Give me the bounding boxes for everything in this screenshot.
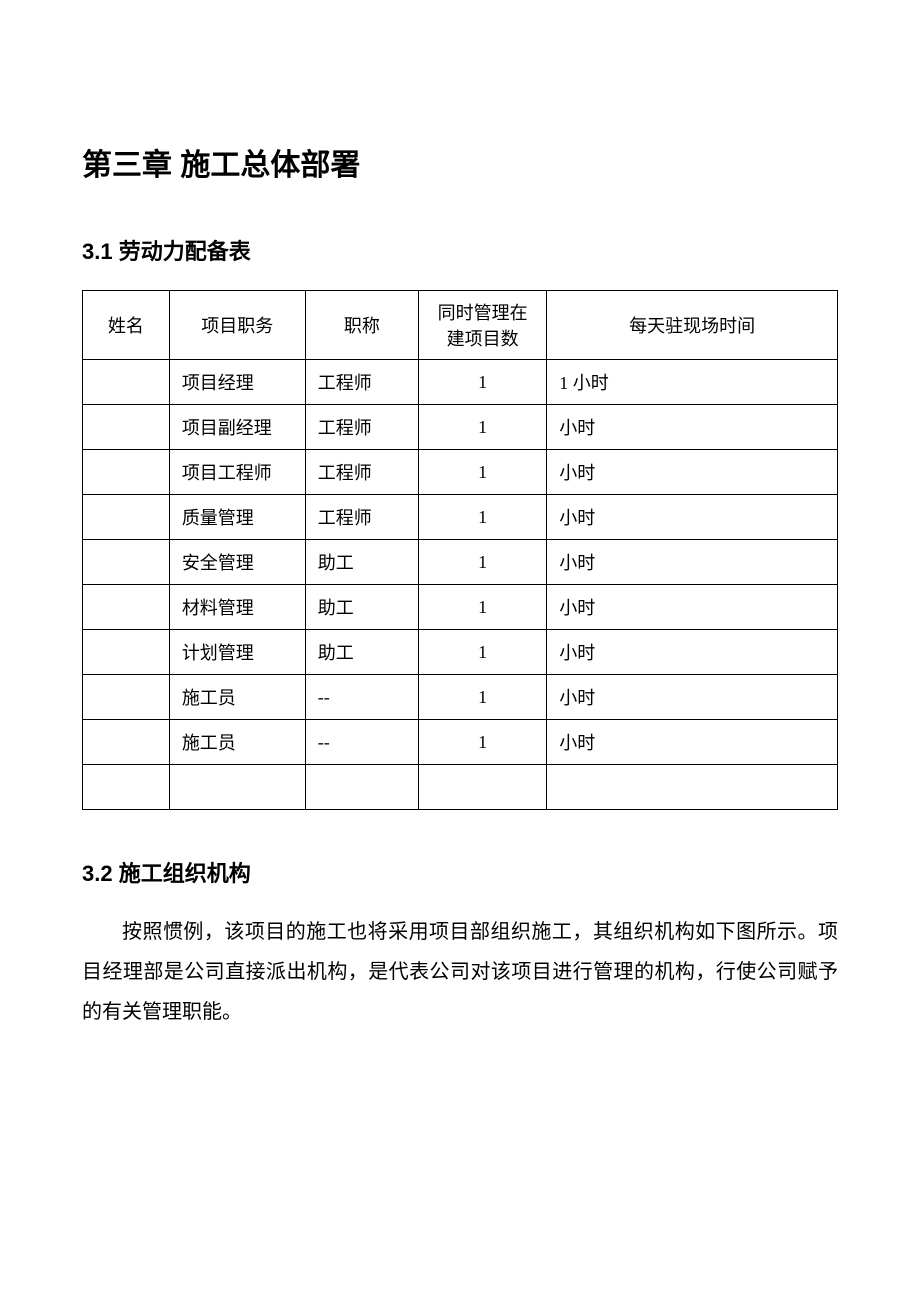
table-cell: 工程师 <box>305 405 418 450</box>
table-cell: 1 <box>418 720 546 765</box>
col-header-hours: 每天驻现场时间 <box>547 291 838 360</box>
table-cell <box>83 675 170 720</box>
labor-allocation-table: 姓名 项目职务 职称 同时管理在建项目数 每天驻现场时间 项目经理工程师11 小… <box>82 290 838 810</box>
table-cell: 质量管理 <box>169 495 305 540</box>
col-header-position: 项目职务 <box>169 291 305 360</box>
section-3-2-title: 3.2 施工组织机构 <box>82 856 838 888</box>
table-cell: 计划管理 <box>169 630 305 675</box>
table-cell: 项目经理 <box>169 360 305 405</box>
table-cell <box>83 630 170 675</box>
table-row <box>83 765 838 810</box>
table-cell: 材料管理 <box>169 585 305 630</box>
table-cell <box>83 495 170 540</box>
table-cell: 施工员 <box>169 720 305 765</box>
table-cell: 1 <box>418 405 546 450</box>
table-cell: 安全管理 <box>169 540 305 585</box>
table-cell: 1 <box>418 540 546 585</box>
table-row: 项目经理工程师11 小时 <box>83 360 838 405</box>
table-cell: 1 <box>418 630 546 675</box>
table-cell <box>83 450 170 495</box>
table-cell <box>83 720 170 765</box>
table-cell: 项目副经理 <box>169 405 305 450</box>
table-cell: 1 <box>418 360 546 405</box>
table-row: 计划管理助工1小时 <box>83 630 838 675</box>
table-cell: -- <box>305 720 418 765</box>
table-cell: 1 <box>418 585 546 630</box>
table-cell <box>83 405 170 450</box>
table-cell: 1 <box>418 450 546 495</box>
table-cell <box>305 765 418 810</box>
table-cell: -- <box>305 675 418 720</box>
table-cell: 助工 <box>305 585 418 630</box>
table-cell: 1 <box>418 495 546 540</box>
table-row: 施工员--1小时 <box>83 720 838 765</box>
col-header-projects: 同时管理在建项目数 <box>418 291 546 360</box>
table-cell <box>83 540 170 585</box>
table-row: 材料管理助工1小时 <box>83 585 838 630</box>
table-cell: 工程师 <box>305 450 418 495</box>
table-cell <box>83 360 170 405</box>
table-cell: 助工 <box>305 630 418 675</box>
table-cell <box>169 765 305 810</box>
table-cell: 工程师 <box>305 495 418 540</box>
table-row: 项目工程师工程师1小时 <box>83 450 838 495</box>
table-cell: 小时 <box>547 585 838 630</box>
table-cell <box>418 765 546 810</box>
table-row: 质量管理工程师1小时 <box>83 495 838 540</box>
table-cell: 小时 <box>547 720 838 765</box>
table-cell: 小时 <box>547 630 838 675</box>
table-cell: 项目工程师 <box>169 450 305 495</box>
table-cell: 助工 <box>305 540 418 585</box>
table-row: 安全管理助工1小时 <box>83 540 838 585</box>
table-cell: 1 <box>418 675 546 720</box>
section-3-1-title: 3.1 劳动力配备表 <box>82 234 838 266</box>
col-header-name: 姓名 <box>83 291 170 360</box>
table-cell: 小时 <box>547 405 838 450</box>
table-cell: 小时 <box>547 540 838 585</box>
col-header-title: 职称 <box>305 291 418 360</box>
table-cell: 小时 <box>547 450 838 495</box>
chapter-title: 第三章 施工总体部署 <box>82 140 838 184</box>
table-cell: 小时 <box>547 495 838 540</box>
table-row: 项目副经理工程师1小时 <box>83 405 838 450</box>
table-cell: 施工员 <box>169 675 305 720</box>
section-3-2-paragraph: 按照惯例，该项目的施工也将采用项目部组织施工，其组织机构如下图所示。项目经理部是… <box>82 912 838 1032</box>
table-cell: 小时 <box>547 675 838 720</box>
table-cell: 1 小时 <box>547 360 838 405</box>
table-row: 施工员--1小时 <box>83 675 838 720</box>
table-cell: 工程师 <box>305 360 418 405</box>
table-cell <box>547 765 838 810</box>
table-cell <box>83 765 170 810</box>
table-header-row: 姓名 项目职务 职称 同时管理在建项目数 每天驻现场时间 <box>83 291 838 360</box>
table-cell <box>83 585 170 630</box>
